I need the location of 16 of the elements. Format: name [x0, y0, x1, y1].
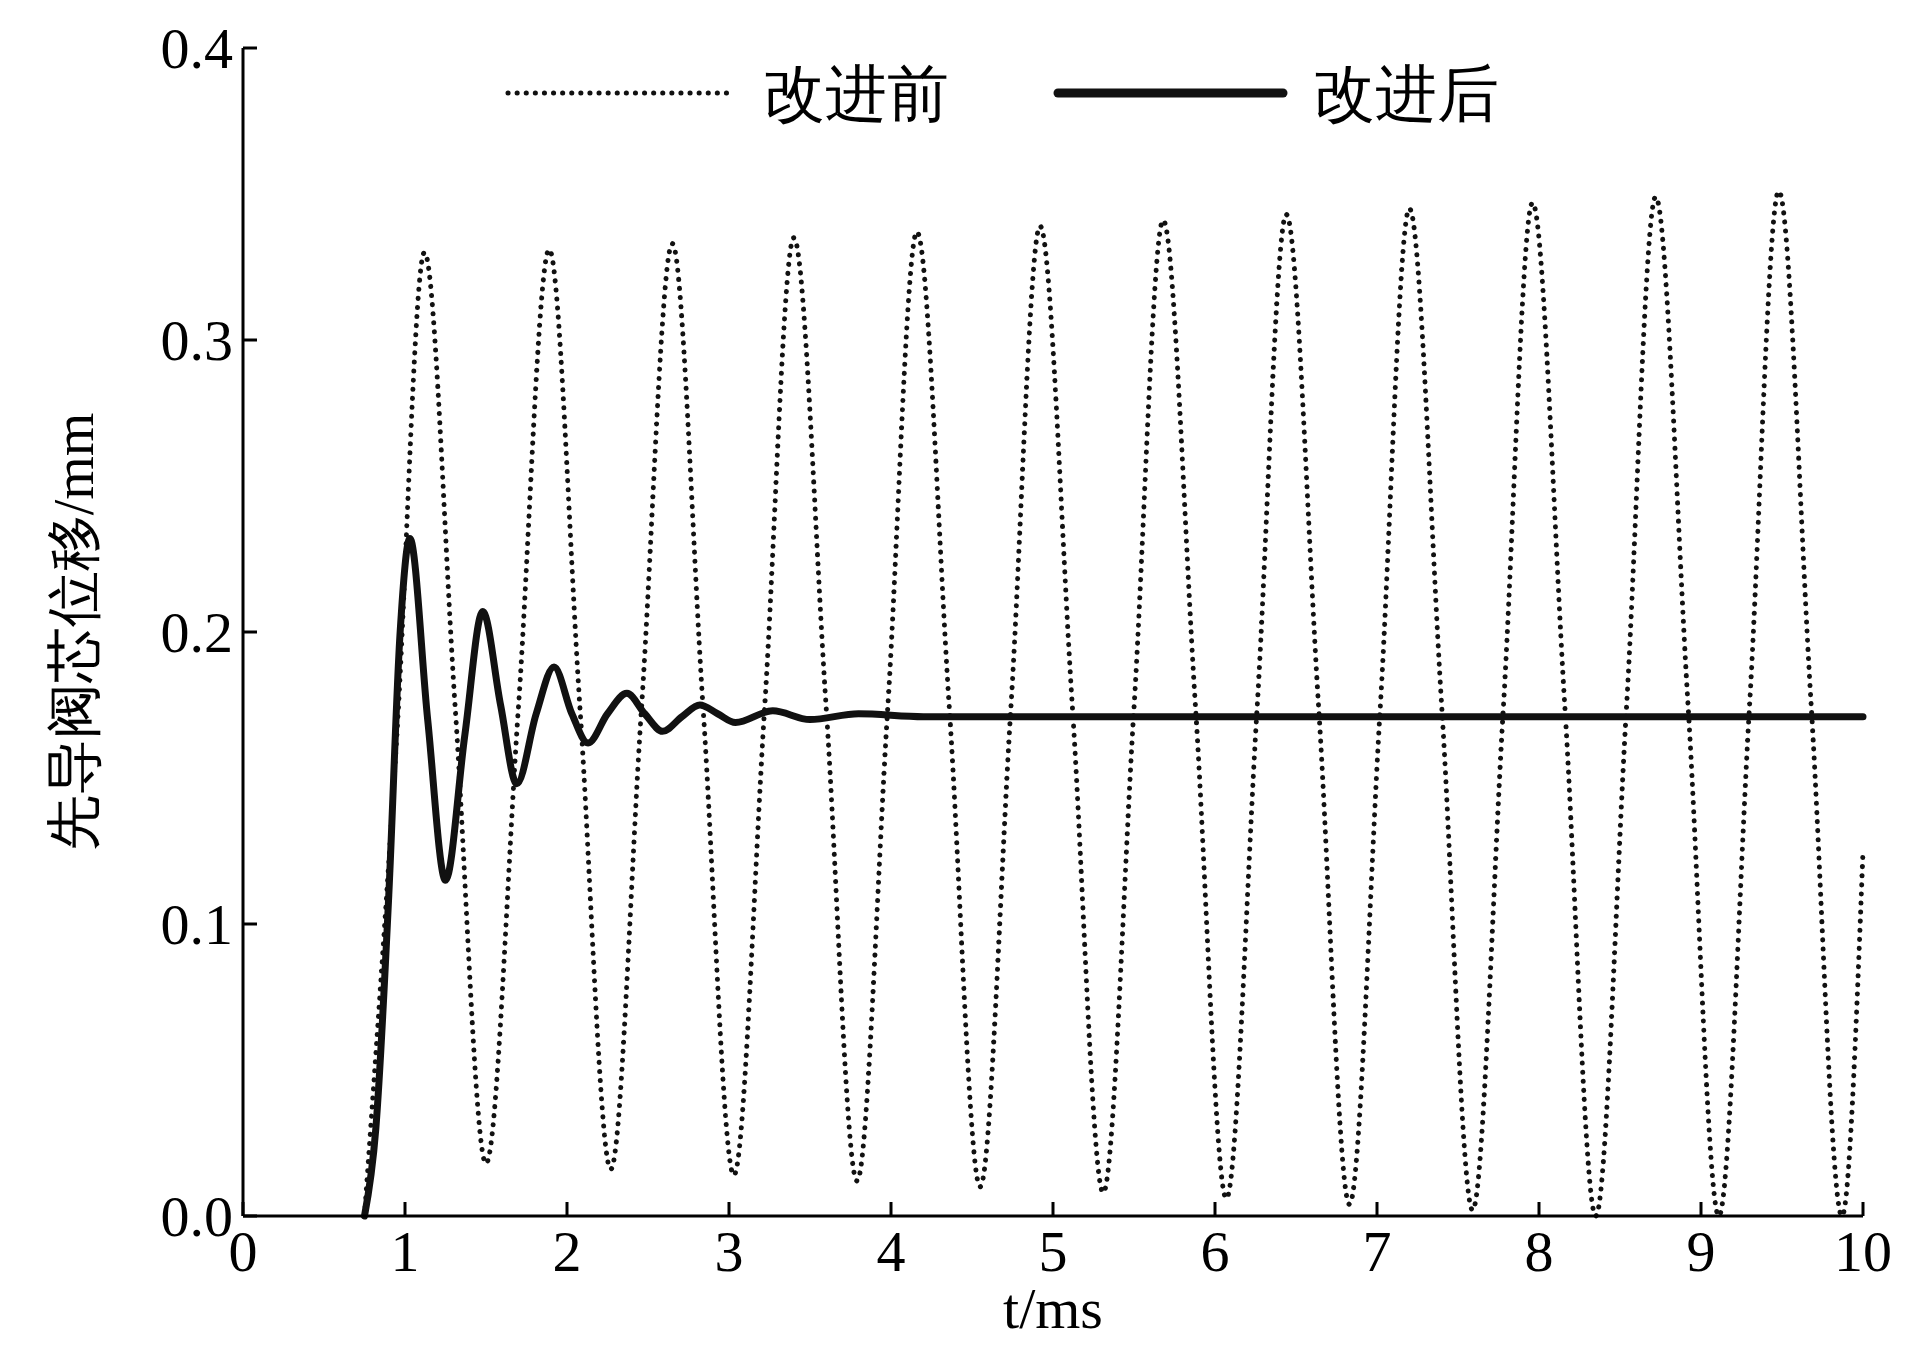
y-tick-label: 0.4 — [160, 16, 233, 81]
y-tick-label: 0.1 — [160, 892, 233, 957]
y-tick-label: 0.2 — [160, 600, 233, 665]
x-tick-label: 2 — [552, 1219, 582, 1284]
x-tick-label: 8 — [1524, 1219, 1554, 1284]
legend-label: 改进后 — [1313, 57, 1499, 130]
legend-label: 改进前 — [763, 57, 949, 130]
y-axis-title: 先导阀芯位移/mm — [43, 412, 105, 852]
y-tick-label: 0.3 — [160, 308, 233, 373]
x-tick-label: 6 — [1200, 1219, 1230, 1284]
x-tick-label: 7 — [1362, 1219, 1392, 1284]
x-tick-label: 1 — [390, 1219, 420, 1284]
x-tick-label: 4 — [876, 1219, 906, 1284]
x-tick-label: 3 — [714, 1219, 744, 1284]
x-tick-label: 9 — [1686, 1219, 1716, 1284]
x-tick-label: 10 — [1834, 1219, 1892, 1284]
